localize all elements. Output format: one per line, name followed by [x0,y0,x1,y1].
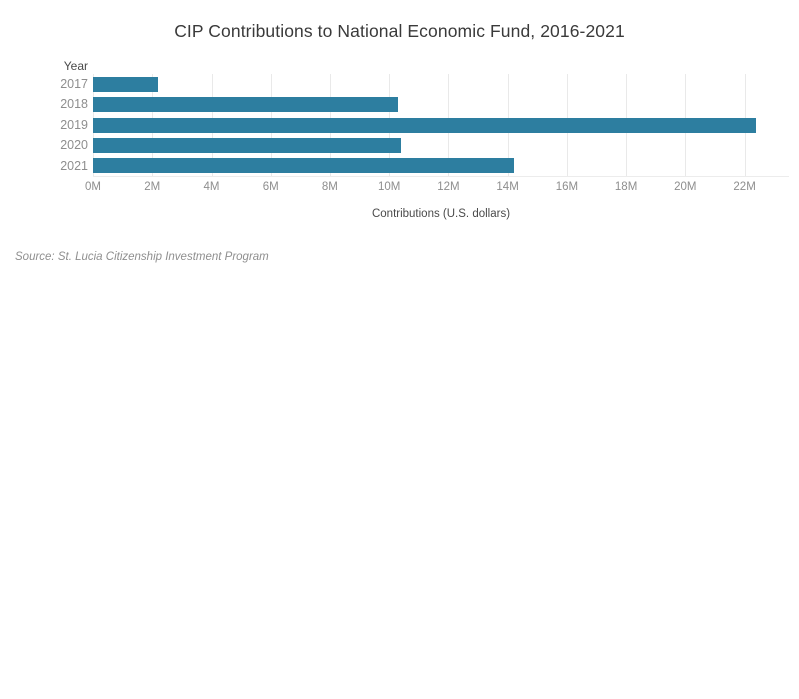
bar-2020 [93,137,401,153]
y-tick-label: 2018 [60,97,88,112]
chart-title: CIP Contributions to National Economic F… [174,21,625,41]
x-tick-label: 2M [144,181,161,193]
bar-2018 [93,97,399,113]
x-tick-label: 12M [437,181,460,193]
y-axis-title: Year [63,59,88,73]
x-tick-label: 4M [203,181,220,193]
x-tick-label: 10M [378,181,401,193]
y-tick-label: 2017 [60,77,88,91]
y-tick-label: 2019 [60,117,88,132]
x-tick-label: 16M [555,181,579,193]
x-tick-label: 0M [85,181,101,193]
x-tick-label: 8M [321,181,338,193]
bar-2017 [93,76,159,92]
x-tick-label: 22M [733,181,756,193]
x-tick-label: 20M [674,181,697,193]
x-axis-title: Contributions (U.S. dollars) [371,208,511,220]
y-tick-label: 2021 [60,158,88,173]
bar-2019 [93,117,757,133]
plot-area [93,74,789,177]
x-tick-label: 6M [262,181,279,193]
bar-2021 [93,158,514,174]
source-note: Source: St. Lucia Citizenship Investment… [15,251,269,263]
x-tick-label: 18M [614,181,638,193]
x-tick-label: 14M [496,181,519,193]
y-tick-label: 2020 [60,138,88,153]
